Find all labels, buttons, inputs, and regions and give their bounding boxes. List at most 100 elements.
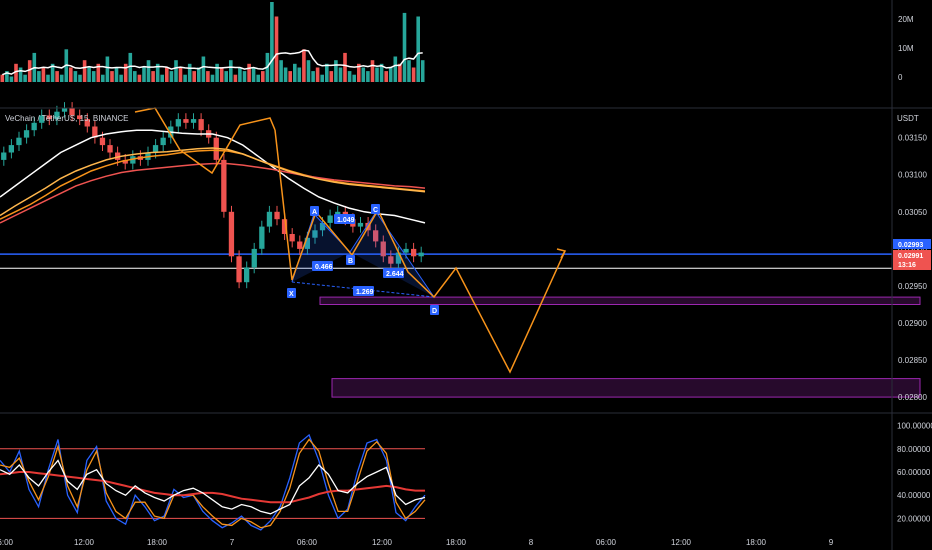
volume-bar[interactable] (402, 12, 407, 82)
candle-body[interactable] (418, 252, 424, 257)
volume-bar[interactable] (274, 16, 279, 83)
ratio-xad-tag[interactable] (353, 286, 374, 296)
volume-bar[interactable] (283, 67, 288, 83)
harmonic-labels[interactable]: X A B C D 0.466 1.049 2.644 1.269 (287, 204, 439, 315)
volume-bar[interactable] (18, 67, 23, 83)
volume-bar[interactable] (23, 74, 27, 82)
volume-bar[interactable] (379, 63, 384, 82)
volume-bar[interactable] (27, 60, 32, 82)
candle-body[interactable] (395, 252, 402, 264)
candle-body[interactable] (259, 226, 265, 249)
ma-orange-line[interactable] (0, 149, 426, 220)
ma-gold-line[interactable] (0, 147, 426, 217)
volume-bar[interactable] (41, 67, 46, 83)
candle-body[interactable] (228, 211, 235, 257)
candle-body[interactable] (8, 145, 14, 153)
oscillator-blue-line[interactable] (0, 433, 426, 531)
price-axis[interactable]: 0.03150 0.03100 0.03050 0.03000 0.02950 0.029… (898, 134, 927, 403)
candle-body[interactable] (244, 267, 250, 283)
volume-bar[interactable] (393, 56, 398, 83)
volume-bar[interactable] (59, 74, 64, 82)
volume-bar[interactable] (361, 67, 366, 83)
candle-body[interactable] (297, 241, 303, 249)
volume-bar[interactable] (370, 60, 375, 82)
volume-bar[interactable] (206, 71, 210, 82)
volume-bar[interactable] (242, 71, 247, 82)
price-panel[interactable] (0, 102, 921, 398)
candle-body[interactable] (54, 111, 60, 120)
volume-bar[interactable] (146, 60, 151, 82)
point-c-tag[interactable] (371, 204, 380, 214)
volume-bar[interactable] (105, 56, 110, 83)
volume-bar[interactable] (338, 67, 343, 83)
volume-bar[interactable] (247, 63, 251, 82)
volume-bar[interactable] (311, 71, 315, 82)
point-x-tag[interactable] (287, 288, 296, 298)
volume-bar[interactable] (229, 60, 233, 82)
volume-bar[interactable] (407, 60, 411, 82)
volume-bar[interactable] (375, 67, 379, 83)
volume-bar[interactable] (297, 67, 302, 83)
candle-body[interactable] (39, 115, 45, 123)
volume-bar[interactable] (101, 74, 105, 82)
volume-bar[interactable] (420, 60, 425, 82)
time-axis[interactable]: 06:00 12:00 18:00 7 06:00 12:00 18:00 8 06:00 12:… (0, 538, 834, 547)
volume-bar[interactable] (37, 71, 41, 82)
volume-bar[interactable] (110, 71, 114, 82)
volume-bar[interactable] (133, 71, 137, 82)
volume-bar[interactable] (73, 71, 78, 82)
candle-body[interactable] (411, 248, 417, 257)
volume-bar[interactable] (178, 67, 183, 83)
volume-bar[interactable] (293, 63, 297, 82)
candle-body[interactable] (16, 137, 22, 146)
candle-body[interactable] (251, 248, 257, 268)
oscillator-white-line[interactable] (0, 459, 426, 515)
volume-bar[interactable] (5, 71, 9, 82)
ma-red-line[interactable] (0, 162, 426, 224)
candle-body[interactable] (31, 122, 37, 131)
volume-bar[interactable] (325, 63, 329, 82)
volume-bar[interactable] (91, 71, 96, 82)
candle-body[interactable] (319, 222, 326, 231)
volume-bar[interactable] (151, 71, 155, 82)
volume-bar[interactable] (388, 67, 393, 83)
volume-bar[interactable] (210, 74, 215, 82)
oscillator-red-line[interactable] (0, 471, 425, 504)
volume-bar[interactable] (183, 74, 187, 82)
volume-bar[interactable] (160, 74, 164, 82)
volume-bar[interactable] (82, 60, 87, 82)
candle-body[interactable] (190, 119, 197, 123)
volume-bar[interactable] (233, 74, 238, 82)
volume-bar[interactable] (169, 71, 174, 82)
volume-bar[interactable] (256, 74, 260, 82)
candle-body[interactable] (304, 237, 310, 249)
ma-white-line[interactable] (0, 129, 426, 224)
volume-bar[interactable] (329, 71, 334, 82)
candle-body[interactable] (335, 211, 341, 216)
volume-bar[interactable] (201, 56, 206, 83)
candle-body[interactable] (23, 130, 30, 138)
volume-bar[interactable] (137, 74, 142, 82)
volume-bar[interactable] (197, 67, 201, 83)
candle-body[interactable] (122, 159, 128, 164)
volume-bar[interactable] (14, 63, 18, 82)
candle-body[interactable] (388, 256, 394, 264)
oscillator-orange-line[interactable] (0, 438, 426, 529)
candle-body[interactable] (92, 126, 98, 138)
volume-bar[interactable] (320, 74, 324, 82)
volume-bar[interactable] (219, 67, 224, 83)
candle-body[interactable] (69, 108, 75, 116)
volume-bar[interactable] (334, 60, 338, 82)
candle-body[interactable] (274, 211, 280, 220)
volume-bar[interactable] (69, 67, 73, 83)
candle-body[interactable] (152, 145, 159, 153)
volume-bar[interactable] (416, 16, 420, 83)
volume-bar[interactable] (302, 49, 306, 82)
volume-bar[interactable] (119, 74, 123, 82)
candle-body[interactable] (77, 115, 83, 120)
volume-bar[interactable] (142, 67, 146, 83)
candle-body[interactable] (107, 145, 113, 153)
point-a-tag[interactable] (310, 206, 319, 216)
candle-body[interactable] (99, 137, 106, 146)
